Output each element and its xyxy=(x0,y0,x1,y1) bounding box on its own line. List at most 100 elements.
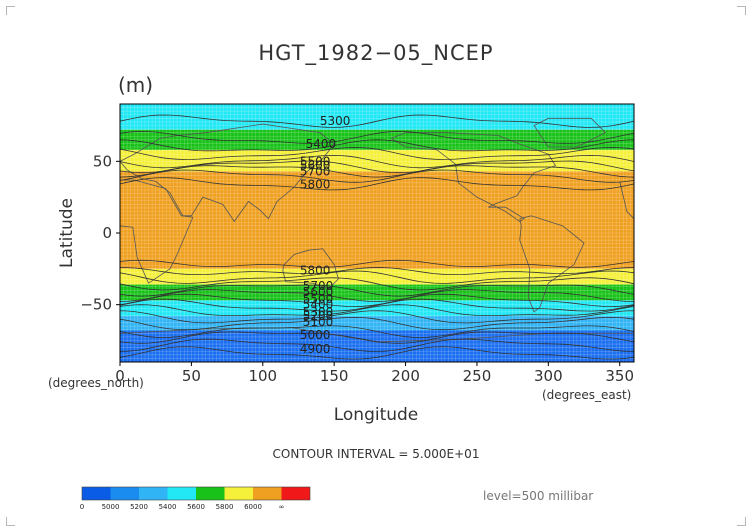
contour-line xyxy=(119,165,635,178)
contour-line xyxy=(119,289,635,303)
colorbar-segment xyxy=(110,487,139,500)
y-tick-label: −50 xyxy=(80,296,112,314)
colorbar-label: 5400 xyxy=(159,503,177,511)
x-tick-label: 250 xyxy=(463,367,492,385)
contour-line xyxy=(119,293,635,308)
x-axis-ticks: 0 50 100 150 200 250 300 350 xyxy=(115,362,634,385)
band xyxy=(120,300,634,317)
coastline xyxy=(533,117,607,148)
contour-label: 5700 xyxy=(300,164,331,178)
contour-label: 5500 xyxy=(303,292,334,306)
band xyxy=(120,268,634,285)
coastline xyxy=(119,123,335,223)
colorbar-label: 5200 xyxy=(130,503,148,511)
contour-line xyxy=(119,114,635,128)
contour-label: 5500 xyxy=(300,154,331,168)
colorbar-segment xyxy=(167,487,196,500)
colorbar: 0 5000 5200 5400 5600 5800 6000 ∞ xyxy=(80,486,311,511)
coastline xyxy=(519,215,585,313)
contour-label: 5600 xyxy=(300,159,331,173)
colorbar-segment xyxy=(224,487,253,500)
band xyxy=(120,316,634,331)
contour-label: 5800 xyxy=(300,263,331,277)
contour-line xyxy=(119,267,635,276)
contour-line xyxy=(119,316,635,331)
contour-line xyxy=(119,331,635,344)
colorbar-label: 5800 xyxy=(216,503,234,511)
band xyxy=(120,104,634,130)
corner-mark xyxy=(6,6,15,15)
contour-line xyxy=(119,310,635,324)
x-tick-label: 50 xyxy=(182,367,201,385)
contour-line xyxy=(119,346,635,360)
contour-line xyxy=(119,139,635,152)
contour-label: 5300 xyxy=(303,305,334,319)
band xyxy=(120,149,634,172)
contour-line xyxy=(119,169,635,183)
contour-line xyxy=(119,259,635,268)
contour-line xyxy=(119,325,635,338)
contour-line xyxy=(119,154,635,169)
x-unit-note: (degrees_east) xyxy=(542,388,631,402)
contour-line xyxy=(119,284,635,297)
corner-mark xyxy=(737,6,746,15)
color-bands xyxy=(120,104,634,362)
x-tick-label: 300 xyxy=(534,367,563,385)
colorbar-label: 6000 xyxy=(244,503,262,511)
contour-line xyxy=(119,338,635,352)
colorbar-segment xyxy=(82,487,111,500)
colorbar-segment xyxy=(253,487,282,500)
contour-label: 4900 xyxy=(300,342,331,356)
contour-label: 5200 xyxy=(303,309,334,323)
contour-line xyxy=(119,277,635,291)
contour-label: 5400 xyxy=(306,137,337,151)
colorbar-label: 0 xyxy=(80,503,84,511)
band xyxy=(120,171,634,269)
contour-line xyxy=(119,304,635,317)
x-tick-label: 150 xyxy=(320,367,349,385)
y-axis-label: Latitude xyxy=(57,198,77,268)
x-tick-label: 0 xyxy=(115,367,125,385)
x-tick-label: 200 xyxy=(391,367,420,385)
contour-line xyxy=(119,160,635,174)
corner-mark xyxy=(737,517,746,526)
contour-label: 5800 xyxy=(300,177,331,191)
colorbar-segment xyxy=(139,487,168,500)
x-tick-label: 100 xyxy=(248,367,277,385)
coastline xyxy=(619,181,635,219)
y-tick-label: 50 xyxy=(93,152,112,170)
coastlines xyxy=(119,117,635,343)
colorbar-frame xyxy=(81,486,311,501)
contour-lines xyxy=(119,114,635,360)
contour-label: 5700 xyxy=(303,279,334,293)
colorbar-segment xyxy=(281,487,310,500)
contour-line xyxy=(119,177,635,191)
colorbar-label: ∞ xyxy=(279,503,285,511)
coastline xyxy=(282,248,339,290)
coastline xyxy=(391,132,557,223)
contour-label: 5400 xyxy=(303,298,334,312)
contour-labels: 5300540055005600570058005800570056005500… xyxy=(300,114,351,356)
chart-title: HGT_1982−05_NCEP xyxy=(258,41,493,66)
band xyxy=(120,330,634,362)
contour-line xyxy=(119,298,635,312)
contour-label: 5600 xyxy=(303,285,334,299)
colorbar-label: 5000 xyxy=(102,503,120,511)
coastline xyxy=(119,179,194,284)
colorbar-label: 5600 xyxy=(187,503,205,511)
contour-line xyxy=(119,130,635,144)
corner-mark xyxy=(6,517,15,526)
contour-line xyxy=(119,146,635,160)
colorbar-segment xyxy=(196,487,225,500)
y-tick-label: 0 xyxy=(102,224,112,242)
plot-area: 5300540055005600570058005800570056005500… xyxy=(119,103,635,363)
level-label: level=500 millibar xyxy=(483,489,593,503)
x-axis-label: Longitude xyxy=(334,405,419,425)
contour-label: 5300 xyxy=(320,114,351,128)
contour-interval-text: CONTOUR INTERVAL = 5.000E+01 xyxy=(273,447,480,461)
x-tick-label: 350 xyxy=(605,367,634,385)
y-unit-note: (degrees_north) xyxy=(48,376,144,390)
contour-line xyxy=(119,270,635,284)
contour-label: 5100 xyxy=(303,315,334,329)
